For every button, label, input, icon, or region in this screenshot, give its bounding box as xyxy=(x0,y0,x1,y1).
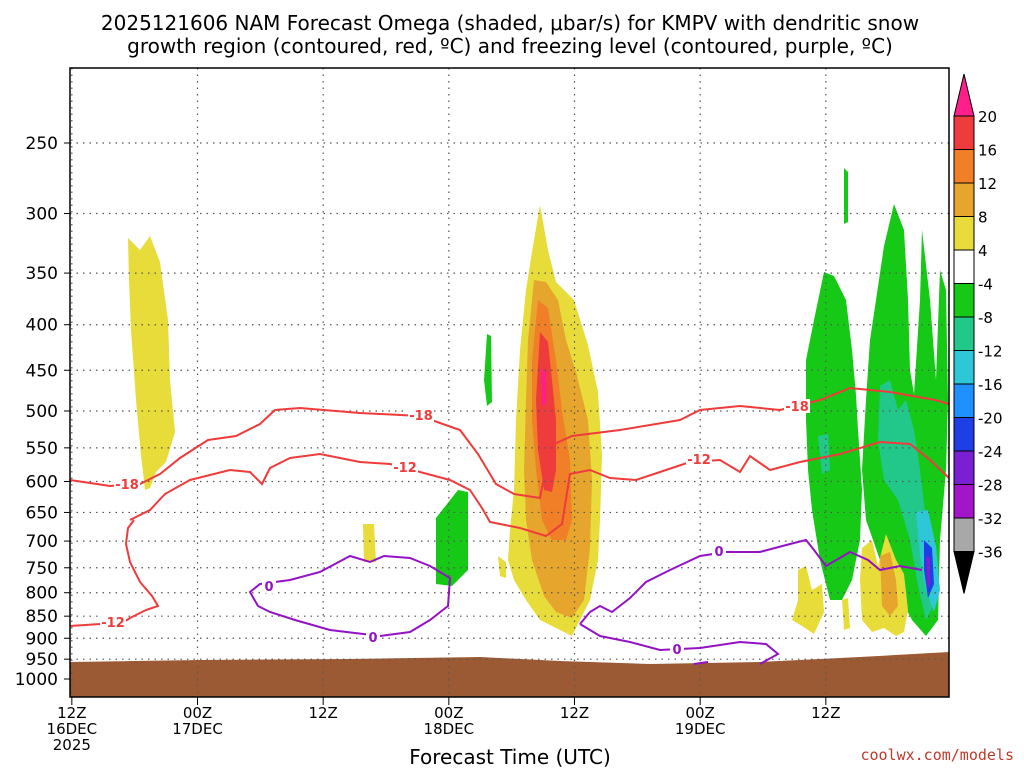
y-tick-label-400: 400 xyxy=(26,316,58,336)
colorbar-segment xyxy=(953,383,975,418)
omega-area-green-mid xyxy=(436,490,468,586)
plot-border xyxy=(69,67,950,698)
y-tick-label-1000: 1000 xyxy=(15,670,58,690)
omega-area-yellow-left xyxy=(128,236,175,490)
x-tick-label: 12Z xyxy=(560,704,589,722)
chart-title-line1: 2025121606 NAM Forecast Omega (shaded, μ… xyxy=(101,11,919,35)
dgz-contour-minus12-upper xyxy=(129,440,950,538)
y-tick-label-650: 650 xyxy=(26,503,58,523)
colorbar-label: -4 xyxy=(978,276,993,294)
dgz-label-2: -12 xyxy=(101,616,125,631)
contour-labels: -18 -12 -18 -12 -12 -18 0 0 0 0 xyxy=(100,399,810,658)
x-tick-label: 12Z xyxy=(811,704,840,722)
colorbar-bottom-triangle xyxy=(953,551,975,594)
colorbar-segment xyxy=(953,350,975,385)
y-tick-label-350: 350 xyxy=(26,264,58,284)
colorbar-label: -16 xyxy=(978,376,1003,394)
x-tick-label: 00Z xyxy=(434,704,463,722)
x-tick-label: 16DEC xyxy=(47,720,98,738)
colorbar-label: 8 xyxy=(978,209,988,227)
colorbar-label: -36 xyxy=(978,544,1003,562)
freezing-contour-right xyxy=(579,538,923,625)
x-tick-label: 00Z xyxy=(685,704,714,722)
y-tick-label-800: 800 xyxy=(26,584,58,604)
colorbar-label: 20 xyxy=(978,108,997,126)
colorbar-segment xyxy=(953,149,975,184)
omega-area-purple-right xyxy=(926,556,930,588)
chart-title-line2: growth region (contoured, red, ºC) and f… xyxy=(127,34,893,58)
colorbar-segment xyxy=(953,484,975,519)
colorbar-segment xyxy=(953,316,975,351)
omega-area-green-spike xyxy=(844,168,848,224)
colorbar-segment xyxy=(953,182,975,217)
omega-area-gold-right xyxy=(880,552,898,616)
colorbar-segment xyxy=(953,283,975,318)
colorbar-segment xyxy=(953,216,975,251)
y-tick-label-700: 700 xyxy=(26,532,58,552)
freezing-label-3: 0 xyxy=(714,545,723,560)
colorbar-label: -8 xyxy=(978,309,993,327)
omega-area-green-small xyxy=(484,334,492,406)
x-tick-label: 18DEC xyxy=(424,720,475,738)
freezing-contour-bottom xyxy=(579,623,780,665)
freezing-contour-small xyxy=(693,661,709,665)
omega-area-yellow-right2 xyxy=(842,598,850,630)
x-axis-label: Forecast Time (UTC) xyxy=(409,745,611,768)
omega-area-yellow-dot xyxy=(498,556,506,578)
colorbar-segment xyxy=(953,417,975,452)
dgz-label-6: -18 xyxy=(785,400,809,415)
colorbar-top-triangle xyxy=(953,73,975,117)
y-tick-label-900: 900 xyxy=(26,629,58,649)
credit-text: coolwx.com/models xyxy=(860,746,1014,764)
terrain-fill xyxy=(70,652,949,697)
colorbar-segment xyxy=(953,249,975,284)
y-tick-label-750: 750 xyxy=(26,559,58,579)
omega-area-red-center xyxy=(536,332,556,492)
colorbar-label: -24 xyxy=(978,443,1003,461)
omega-area-yellow-right1 xyxy=(792,566,824,634)
omega-area-yellow-small xyxy=(363,524,376,562)
freezing-level-contours xyxy=(248,538,923,665)
vertical-gridlines xyxy=(71,68,827,697)
y-tick-label-500: 500 xyxy=(26,402,58,422)
y-tick-label-300: 300 xyxy=(26,204,58,224)
x-tick-label: 12Z xyxy=(57,704,86,722)
x-tick-label: 12Z xyxy=(308,704,337,722)
colorbar-label: 4 xyxy=(978,242,988,260)
omega-area-teal-left xyxy=(818,434,830,474)
dgz-label-5: -12 xyxy=(687,453,711,468)
y-axis-ticks: 2503003504004505005506006507007508008509… xyxy=(15,134,70,690)
omega-area-magenta-center xyxy=(541,368,546,406)
x-tick-label: 19DEC xyxy=(675,720,726,738)
colorbar-segment xyxy=(953,517,975,552)
dgz-label-4: -12 xyxy=(393,461,417,476)
freezing-label-1: 0 xyxy=(264,580,273,595)
x-tick-label: 17DEC xyxy=(172,720,223,738)
y-tick-label-600: 600 xyxy=(26,472,58,492)
dgz-label-3: -18 xyxy=(409,409,433,424)
y-tick-label-950: 950 xyxy=(26,650,58,670)
omega-area-green-right xyxy=(806,272,862,600)
colorbar-label: 12 xyxy=(978,175,997,193)
x-tick-label: 00Z xyxy=(183,704,212,722)
colorbar: 20 16 12 8 4 -4 -8 -12 -16 -20 -24 -28 -32 -36 xyxy=(953,73,1003,594)
y-tick-label-450: 450 xyxy=(26,361,58,381)
colorbar-label: 16 xyxy=(978,142,997,160)
y-tick-label-850: 850 xyxy=(26,607,58,627)
dgz-label-1: -18 xyxy=(115,478,139,493)
freezing-label-4: 0 xyxy=(672,643,681,658)
freezing-label-2: 0 xyxy=(368,631,377,646)
colorbar-segment xyxy=(953,115,975,150)
colorbar-label: -12 xyxy=(978,343,1003,361)
x-tick-label: 2025 xyxy=(53,736,91,754)
y-tick-label-250: 250 xyxy=(26,134,58,154)
colorbar-label: -32 xyxy=(978,510,1003,528)
colorbar-segment xyxy=(953,450,975,485)
freezing-contour-left xyxy=(248,554,452,638)
colorbar-label: -20 xyxy=(978,410,1003,428)
colorbar-label: -28 xyxy=(978,477,1003,495)
y-tick-label-550: 550 xyxy=(26,439,58,459)
